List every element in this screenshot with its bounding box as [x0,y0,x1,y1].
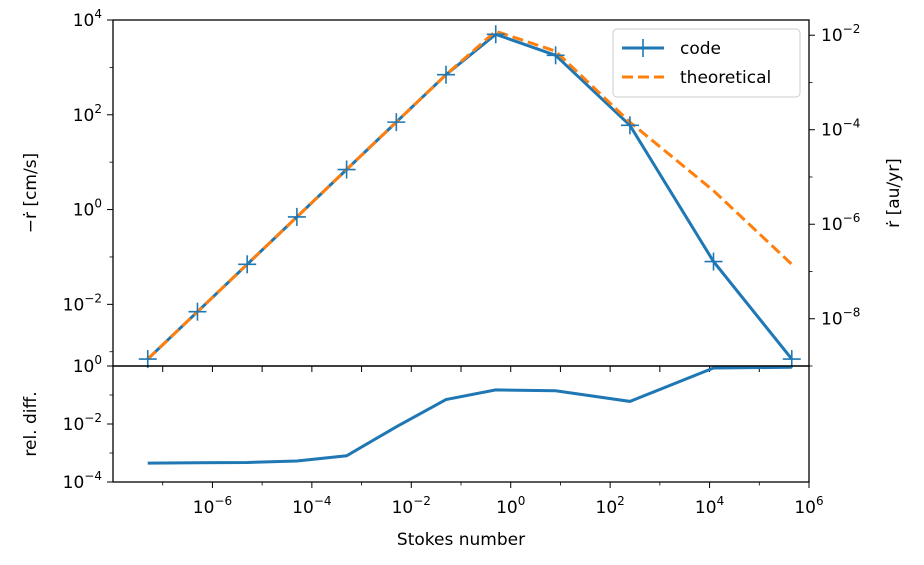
x-tick-label: 106 [794,494,823,518]
rel-diff-line [147,365,792,465]
x-tick-label: 10−6 [193,494,232,518]
x-tick-label: 102 [596,494,625,518]
y-axis-label-bottom: rel. diff. [21,391,41,456]
legend-box [612,28,801,98]
x-axis-label: Stokes number [397,530,525,550]
y-tick-label: 100 [73,197,102,221]
y2-tick-label: 10−2 [821,22,860,46]
top-panel: 10−2 100 102 104 10−8 10−6 10−4 10−2 −ṙ [cm/s] ṙ … [21,7,904,372]
y-tick-label: 104 [73,7,102,31]
x-tick-label: 100 [496,494,525,518]
x-tick-label: 10−2 [392,494,431,518]
y-tick-label: 10−4 [63,469,102,493]
x-tick-label: 104 [695,494,724,518]
y2-axis-label: ṙ [au/yr] [884,158,904,228]
x-tick-label: 10−4 [292,494,331,518]
y-tick-label: 102 [73,102,102,126]
bottom-axes-frame [112,365,810,483]
bottom-panel: 10−6 10−4 10−2 100 102 104 106 10−4 10−2 100 Stoke… [21,353,824,550]
legend-label-code: code [680,39,721,59]
y-tick-label: 10−2 [63,291,102,315]
y-tick-label: 100 [73,353,102,377]
y-tick-label: 10−2 [63,411,102,435]
legend-label-theoretical: theoretical [680,68,771,88]
y2-tick-label: 10−6 [821,211,860,235]
legend: code theoretical [612,28,801,98]
y2-tick-label: 10−8 [821,306,860,330]
y2-tick-label: 10−4 [821,117,860,141]
series-line-theoretical [146,29,793,361]
y-axis-label: −ṙ [cm/s] [21,153,41,233]
